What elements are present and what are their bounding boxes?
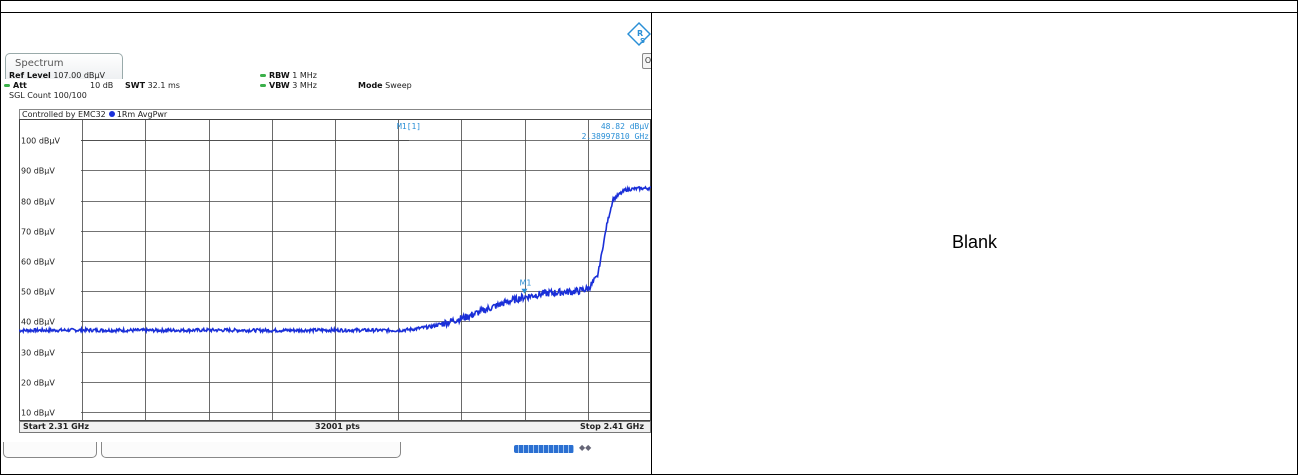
right-cell: Blank (652, 13, 1297, 474)
y-tick-label: 40 dBµV (21, 318, 55, 327)
y-tick-label: 20 dBµV (21, 379, 55, 388)
y-tick-label: 100 dBµV (21, 137, 60, 146)
vbw-label: VBW (269, 81, 290, 90)
vbw-value: 3 MHz (292, 81, 317, 90)
side-panel-button[interactable]: O (642, 53, 651, 69)
control-status-bar: Controlled by EMC32 1Rm AvgPwr (19, 109, 651, 119)
ref-level-value: 107.00 dBµV (53, 71, 105, 80)
rbw-status-icon (260, 74, 266, 77)
trace-label: 1Rm AvgPwr (116, 110, 168, 119)
spectrum-analyzer-screenshot: R S Spectrum O Ref Level 107.00 dBµV Att… (1, 13, 651, 474)
marker-readout-level: 48.82 dBµV (601, 122, 649, 131)
y-tick-label: 90 dBµV (21, 167, 55, 176)
sweep-progress-bar (514, 445, 574, 453)
bottom-softkey-left[interactable] (3, 442, 97, 458)
blank-label: Blank (951, 232, 998, 252)
att-status-icon (4, 84, 10, 87)
bottom-status-bar: ◆◆ (1, 436, 651, 474)
ref-level-label: Ref Level (9, 71, 51, 80)
tab-spectrum-label: Spectrum (15, 58, 64, 69)
plot-frame (19, 119, 651, 421)
mode-value: Sweep (385, 81, 412, 90)
mode-label: Mode (358, 81, 383, 90)
marker-m1 (521, 288, 528, 294)
rbw-row: RBW 1 MHz (260, 71, 317, 80)
ref-level-row: Ref Level 107.00 dBµV (9, 71, 105, 80)
swt-value: 32.1 ms (147, 81, 180, 90)
rbw-value: 1 MHz (292, 71, 317, 80)
swt-label: SWT (125, 81, 146, 90)
att-row: Att (4, 81, 27, 90)
sweep-points: 32001 pts (315, 422, 360, 431)
y-tick-label: 50 dBµV (21, 288, 55, 297)
trace-indicator-icon (108, 111, 115, 117)
y-tick-label: 10 dBµV (21, 409, 55, 418)
stop-frequency: Stop 2.41 GHz (580, 422, 645, 431)
marker-m1-label: M1 (519, 279, 531, 288)
table-top-border (0, 0, 1298, 1)
svg-text:R: R (637, 29, 643, 38)
y-tick-label: 80 dBµV (21, 198, 55, 207)
sgl-count: SGL Count 100/100 (9, 91, 87, 100)
att-value: 10 dB (90, 81, 114, 90)
swt-row: SWT 32.1 ms (125, 81, 180, 90)
trace-line (19, 184, 651, 335)
svg-text:S: S (640, 37, 645, 45)
spectrum-plot: 100 dBµV 90 dBµV 80 dBµV 70 dBµV 60 dBµV 50 d… (19, 119, 651, 421)
sweep-footer: Start 2.31 GHz 32001 pts Stop 2.41 GHz (19, 421, 651, 433)
marker-readout-label: M1[1] (397, 122, 421, 131)
table-column-divider (651, 12, 652, 475)
att-label: Att (13, 81, 27, 90)
instrument-status-icon: ◆◆ (579, 443, 592, 452)
rohde-schwarz-logo-icon: R S (627, 21, 651, 47)
vbw-status-icon (260, 84, 266, 87)
mode-row: Mode Sweep (358, 81, 412, 90)
y-tick-label: 70 dBµV (21, 228, 55, 237)
tab-spectrum[interactable]: Spectrum (5, 53, 123, 79)
table-left-border (0, 0, 1, 475)
marker-readout-frequency: 2.38997810 GHz (582, 132, 650, 141)
bottom-softkey-message[interactable] (101, 442, 401, 458)
table-row-divider (0, 12, 1298, 13)
vbw-row: VBW 3 MHz (260, 81, 317, 90)
y-tick-label: 60 dBµV (21, 258, 55, 267)
y-tick-label: 30 dBµV (21, 349, 55, 358)
rbw-label: RBW (269, 71, 290, 80)
controlled-by-text: Controlled by EMC32 (22, 110, 106, 119)
start-frequency: Start 2.31 GHz (23, 422, 89, 431)
measurement-settings: Ref Level 107.00 dBµV Att 10 dB SWT 32.1… (1, 71, 651, 113)
